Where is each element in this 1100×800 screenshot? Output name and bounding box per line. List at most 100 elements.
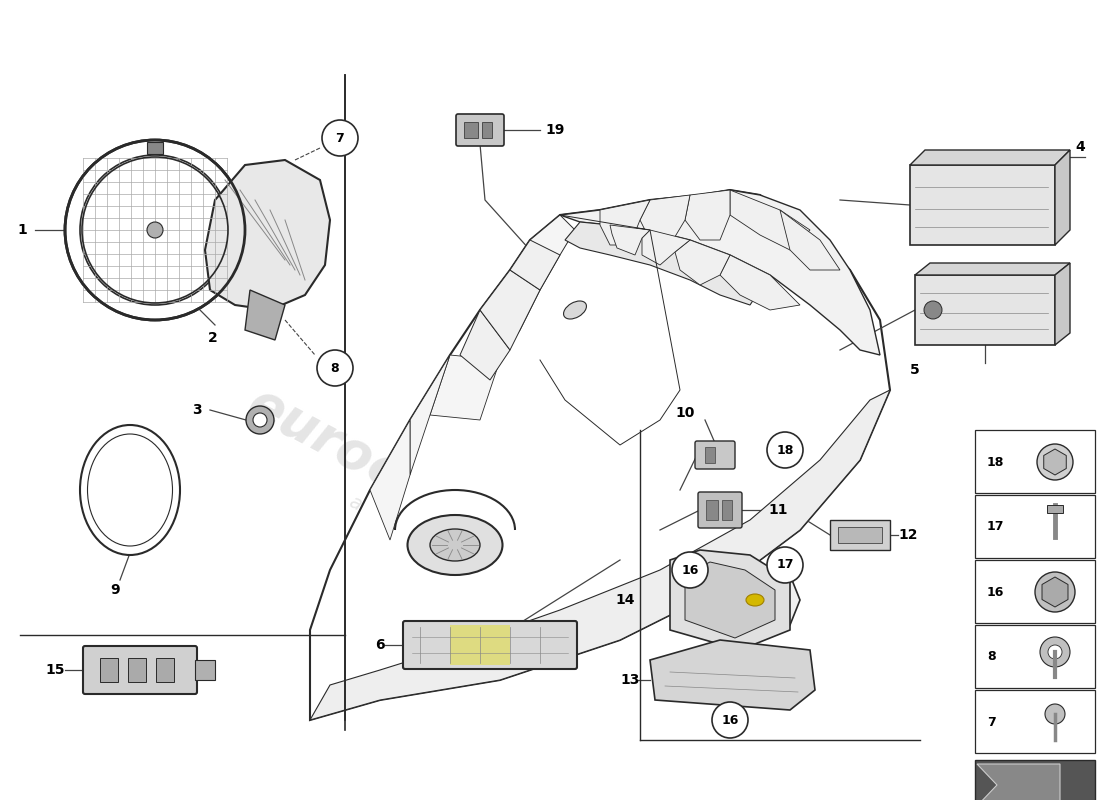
Text: 10: 10: [675, 406, 695, 420]
Ellipse shape: [80, 425, 180, 555]
Polygon shape: [510, 240, 560, 290]
Polygon shape: [205, 160, 330, 310]
Polygon shape: [310, 190, 890, 720]
Ellipse shape: [711, 599, 759, 631]
Polygon shape: [975, 760, 1094, 800]
Circle shape: [767, 547, 803, 583]
Polygon shape: [670, 550, 790, 650]
Circle shape: [246, 406, 274, 434]
Bar: [482, 122, 492, 138]
Polygon shape: [410, 355, 450, 475]
Circle shape: [253, 413, 267, 427]
Bar: [100, 658, 118, 682]
Ellipse shape: [88, 434, 173, 546]
Circle shape: [767, 432, 803, 468]
Polygon shape: [1055, 263, 1070, 345]
Ellipse shape: [430, 529, 480, 561]
Bar: [975, 560, 1094, 623]
Circle shape: [1037, 444, 1072, 480]
Circle shape: [1046, 453, 1064, 471]
Circle shape: [1040, 637, 1070, 667]
Polygon shape: [780, 210, 840, 270]
Polygon shape: [370, 420, 410, 540]
Polygon shape: [1055, 150, 1070, 245]
FancyBboxPatch shape: [698, 492, 742, 528]
Bar: [147, 142, 163, 154]
Bar: [705, 447, 715, 463]
Ellipse shape: [746, 594, 764, 606]
Polygon shape: [1044, 449, 1066, 475]
Polygon shape: [675, 240, 730, 285]
Text: 16: 16: [987, 586, 1004, 598]
Polygon shape: [642, 230, 690, 265]
Polygon shape: [310, 390, 890, 720]
Bar: [128, 658, 146, 682]
Circle shape: [1035, 572, 1075, 612]
Circle shape: [82, 157, 228, 303]
Bar: [195, 660, 214, 680]
Text: 14: 14: [616, 593, 635, 607]
Text: 13: 13: [620, 673, 640, 687]
Text: 4: 4: [1075, 140, 1085, 154]
Polygon shape: [910, 150, 1070, 165]
FancyBboxPatch shape: [403, 621, 578, 669]
Text: 7: 7: [987, 715, 996, 729]
Circle shape: [65, 140, 245, 320]
Polygon shape: [730, 190, 810, 250]
Circle shape: [924, 301, 942, 319]
Bar: [450, 625, 510, 665]
Text: 9: 9: [110, 583, 120, 597]
Text: 18: 18: [777, 443, 794, 457]
Circle shape: [80, 155, 230, 305]
Text: 19: 19: [544, 123, 564, 137]
Text: 17: 17: [777, 558, 794, 571]
Ellipse shape: [690, 585, 780, 645]
Polygon shape: [685, 190, 730, 240]
Text: 15: 15: [45, 663, 65, 677]
Polygon shape: [720, 255, 800, 310]
Bar: [722, 500, 732, 520]
Text: eurocarparts: eurocarparts: [238, 377, 602, 603]
Bar: [830, 520, 890, 550]
Polygon shape: [460, 310, 510, 380]
Text: a passion for parts since 1978: a passion for parts since 1978: [345, 493, 615, 647]
Polygon shape: [685, 562, 775, 638]
Polygon shape: [915, 263, 1070, 275]
Circle shape: [317, 350, 353, 386]
Text: 17: 17: [987, 521, 1004, 534]
Bar: [464, 122, 478, 138]
Text: 11: 11: [768, 503, 788, 517]
Polygon shape: [600, 200, 650, 245]
Polygon shape: [245, 290, 285, 340]
Ellipse shape: [407, 515, 503, 575]
Polygon shape: [1042, 577, 1068, 607]
Text: 16: 16: [722, 714, 739, 726]
Polygon shape: [480, 215, 575, 360]
Text: 7: 7: [336, 131, 344, 145]
Bar: [706, 500, 718, 520]
Bar: [1047, 505, 1063, 513]
Text: 3: 3: [192, 403, 202, 417]
FancyBboxPatch shape: [695, 441, 735, 469]
Bar: [156, 658, 174, 682]
Text: 6: 6: [375, 638, 385, 652]
Bar: [910, 165, 1055, 245]
Circle shape: [712, 702, 748, 738]
Bar: [975, 625, 1094, 688]
Text: 1: 1: [18, 223, 28, 237]
Text: 8: 8: [987, 650, 996, 663]
Circle shape: [1045, 704, 1065, 724]
Text: 16: 16: [681, 563, 698, 577]
Text: 5: 5: [910, 363, 920, 377]
Polygon shape: [650, 640, 815, 710]
Ellipse shape: [563, 301, 586, 319]
Polygon shape: [560, 190, 880, 355]
Text: 8: 8: [331, 362, 339, 374]
Text: 12: 12: [898, 528, 917, 542]
Bar: [915, 275, 1055, 345]
FancyBboxPatch shape: [82, 646, 197, 694]
Polygon shape: [640, 195, 690, 245]
Polygon shape: [610, 225, 650, 255]
Circle shape: [1048, 645, 1062, 659]
Polygon shape: [430, 355, 500, 420]
